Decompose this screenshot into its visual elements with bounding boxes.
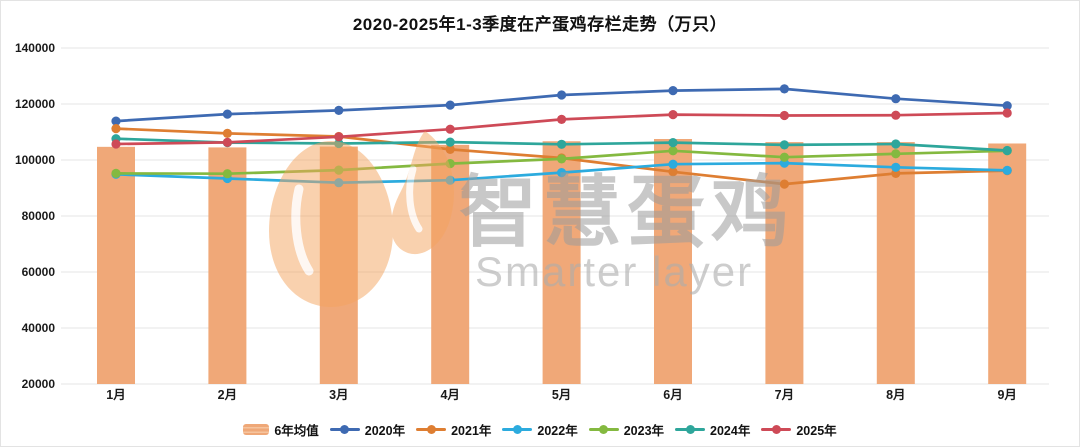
point-2022年[interactable] [334, 178, 344, 188]
point-2022年[interactable] [557, 168, 567, 178]
point-2025年[interactable] [779, 110, 790, 121]
legend-item-2023年[interactable]: 2023年 [588, 420, 665, 439]
point-2024年[interactable] [891, 139, 901, 149]
point-2020年[interactable] [557, 90, 567, 100]
point-2023年[interactable] [891, 149, 901, 159]
legend-item-2024年[interactable]: 2024年 [675, 420, 750, 439]
legend-line-marker [675, 424, 706, 435]
x-tick-label: 8月 [886, 388, 905, 402]
y-tick-label: 80000 [22, 209, 56, 223]
point-2024年[interactable] [779, 140, 790, 150]
point-2020年[interactable] [222, 109, 232, 119]
point-2024年[interactable] [1002, 145, 1012, 156]
y-tick-label: 40000 [22, 321, 56, 335]
legend-item-2025年[interactable]: 2025年 [761, 420, 837, 439]
point-2024年[interactable] [557, 139, 567, 149]
legend-label: 2021年 [451, 424, 492, 438]
legend-label: 2025年 [796, 424, 837, 438]
legend-label: 2023年 [623, 424, 665, 438]
bar-6yr-avg[interactable] [876, 142, 915, 384]
point-2025年[interactable] [891, 110, 901, 120]
x-tick-label: 3月 [329, 388, 348, 402]
point-2020年[interactable] [779, 84, 790, 94]
point-2023年[interactable] [668, 146, 678, 156]
legend-label: 2020年 [364, 424, 406, 438]
point-2025年[interactable] [222, 137, 232, 147]
point-2025年[interactable] [445, 124, 455, 134]
point-2022年[interactable] [668, 159, 678, 169]
point-2021年[interactable] [779, 179, 790, 189]
legend-item-6年均值[interactable]: 6年均值 [243, 420, 319, 439]
legend-line-marker [588, 424, 619, 435]
legend-line-marker [502, 424, 533, 435]
point-2023年[interactable] [445, 159, 455, 169]
point-2022年[interactable] [1002, 165, 1012, 175]
bar-6yr-avg[interactable] [654, 139, 692, 384]
point-2022年[interactable] [445, 175, 455, 185]
point-2021年[interactable] [222, 128, 232, 138]
point-2020年[interactable] [445, 100, 455, 110]
point-2020年[interactable] [1002, 101, 1012, 111]
legend-label: 2024年 [710, 424, 751, 438]
point-2020年[interactable] [891, 94, 901, 104]
point-2024年[interactable] [668, 138, 678, 148]
bar-6yr-avg[interactable] [988, 143, 1027, 384]
point-2021年[interactable] [111, 124, 121, 134]
point-2023年[interactable] [557, 154, 567, 164]
x-tick-label: 5月 [552, 388, 571, 402]
point-2025年[interactable] [111, 139, 121, 149]
point-2023年[interactable] [222, 169, 232, 179]
bar-6yr-avg[interactable] [542, 141, 581, 384]
x-tick-label: 2月 [218, 388, 237, 402]
x-tick-label: 1月 [106, 388, 125, 402]
y-tick-label: 120000 [15, 97, 55, 111]
x-tick-label: 9月 [997, 388, 1016, 402]
point-2022年[interactable] [891, 162, 901, 172]
bar-6yr-avg[interactable] [765, 142, 804, 384]
chart-legend: 6年均值 2020年 2021年 2022年 2023年 2024年 2025年 [1, 420, 1079, 439]
legend-line-marker [761, 424, 792, 435]
point-2023年[interactable] [779, 152, 790, 162]
point-2021年[interactable] [668, 167, 678, 177]
point-2020年[interactable] [334, 105, 344, 115]
point-2025年[interactable] [1002, 108, 1012, 118]
y-tick-label: 60000 [22, 265, 56, 279]
y-tick-label: 100000 [15, 153, 55, 167]
chart-title: 2020-2025年1-3季度在产蛋鸡存栏走势（万只） [352, 15, 728, 34]
legend-item-2020年[interactable]: 2020年 [329, 420, 406, 439]
x-tick-label: 7月 [775, 388, 794, 402]
legend-line-marker [416, 424, 447, 435]
bar-6yr-avg[interactable] [208, 147, 247, 384]
point-2025年[interactable] [668, 110, 678, 120]
x-tick-label: 4月 [440, 388, 459, 402]
point-2023年[interactable] [111, 168, 121, 178]
point-2023年[interactable] [334, 165, 344, 175]
y-tick-label: 140000 [15, 41, 55, 55]
x-tick-label: 6月 [663, 388, 682, 402]
legend-label: 2022年 [537, 424, 578, 438]
point-2020年[interactable] [668, 86, 678, 96]
legend-label: 6年均值 [274, 424, 319, 438]
legend-item-2022年[interactable]: 2022年 [502, 420, 578, 439]
legend-line-marker [329, 424, 360, 435]
y-tick-label: 20000 [22, 377, 56, 391]
bar-6yr-avg[interactable] [97, 146, 135, 384]
point-2020年[interactable] [111, 116, 121, 126]
legend-item-2021年[interactable]: 2021年 [416, 420, 491, 439]
point-2025年[interactable] [334, 132, 344, 142]
point-2025年[interactable] [557, 114, 567, 124]
legend-bar-swatch [243, 424, 270, 435]
point-2024年[interactable] [445, 137, 455, 147]
